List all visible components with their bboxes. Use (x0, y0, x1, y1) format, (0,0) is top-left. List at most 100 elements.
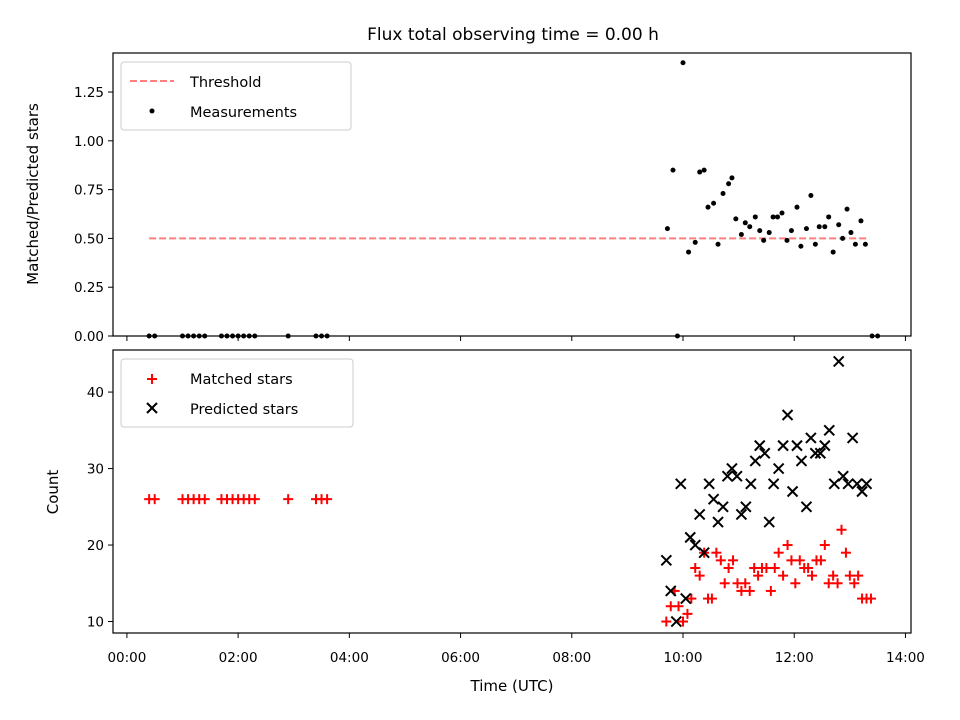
predicted-star-point (800, 501, 813, 513)
predicted-star-point (759, 447, 771, 459)
predicted-star-point (823, 424, 835, 437)
predicted-star-point (735, 508, 748, 521)
predicted-star-point (703, 478, 715, 490)
matched-legend-label: Matched stars (190, 372, 293, 388)
bottom-y-ticks: 10 20 30 40 (87, 385, 113, 631)
y-tick-label: 40 (87, 385, 104, 401)
bottom-axes-frame (112, 349, 912, 634)
matched-star-point (815, 555, 826, 566)
x-tick-label: 04:00 (330, 650, 369, 666)
matched-star-point (719, 578, 730, 589)
y-tick-label: 1.00 (74, 134, 104, 150)
top-legend: Threshold Measurements (120, 61, 352, 131)
matched-star-point (690, 562, 701, 573)
predicted-star-point (819, 439, 831, 452)
matched-star-point (249, 494, 260, 505)
predicted-star-point (745, 478, 757, 490)
measurement-point (830, 249, 836, 255)
predicted-star-point (791, 439, 803, 452)
predicted-star-point (842, 478, 854, 490)
matched-star-point (828, 570, 839, 581)
predicted-star-point (846, 432, 859, 444)
measurement-point (862, 241, 868, 247)
matched-star-point (706, 593, 717, 604)
measurement-point (752, 214, 758, 220)
bottom-panel: 10 20 30 40 00:00 02:00 04:00 06:00 08:00 10:00 1… (44, 349, 925, 695)
predicted-star-point (693, 508, 706, 521)
bottom-plot-marks (144, 355, 876, 628)
measurement-point (720, 191, 726, 197)
matched-star-point (753, 570, 764, 581)
predicted-star-point (726, 462, 738, 475)
predicted-star-point (665, 585, 677, 597)
x-tick-label: 14:00 (886, 650, 925, 666)
matched-star-point (823, 578, 834, 589)
matched-star-point (723, 562, 734, 573)
y-tick-label: 1.25 (74, 85, 104, 101)
predicted-star-point (675, 478, 687, 490)
matched-star-point (782, 540, 793, 551)
predicted-star-point (786, 485, 799, 498)
matched-star-point (711, 547, 722, 558)
measurement-point (844, 206, 850, 212)
matched-star-point (199, 494, 210, 505)
x-tick-label: 10:00 (664, 650, 703, 666)
x-tick-label: 06:00 (441, 650, 480, 666)
matched-star-point (840, 547, 851, 558)
measurement-point (852, 241, 858, 247)
measurement-point (812, 241, 818, 247)
predicted-star-point (772, 462, 785, 475)
top-panel: 0.00 0.25 0.50 0.75 1.00 1.25 Matched/Predict… (24, 52, 912, 345)
predicted-star-point (670, 615, 683, 628)
measurement-point (670, 167, 676, 173)
measurement-point (705, 204, 711, 210)
matched-star-point (807, 570, 818, 581)
measurement-point (770, 214, 776, 220)
matched-star-point (686, 593, 697, 604)
measurement-point (738, 232, 744, 238)
matched-star-point (673, 601, 684, 612)
measurement-point (840, 235, 846, 241)
matched-star-point (682, 608, 693, 619)
predicted-star-point (721, 470, 734, 482)
predicted-star-point (680, 592, 692, 605)
bottom-x-ticks: 00:00 02:00 04:00 06:00 08:00 10:00 12:00 14:00 (107, 633, 925, 666)
measurement-point (715, 241, 721, 247)
matched-star-point (844, 570, 855, 581)
predicted-star-point (707, 493, 720, 505)
top-axes-frame (112, 52, 912, 337)
matched-star-point (736, 585, 747, 596)
matched-star-point (853, 570, 864, 581)
bottom-y-axis-label: Count (44, 470, 62, 515)
matched-star-point (778, 570, 789, 581)
chart-title: Flux total observing time = 0.00 h (367, 25, 659, 45)
top-y-axis-label: Matched/Predicted stars (24, 103, 42, 285)
measurement-point (733, 216, 739, 222)
measurement-point (701, 167, 707, 173)
y-tick-label: 30 (87, 462, 104, 478)
predicted-star-point (805, 432, 817, 444)
measurement-point (697, 169, 703, 175)
measurement-point (686, 249, 692, 255)
matched-star-point (786, 555, 797, 566)
measurement-point (788, 228, 794, 234)
measurement-point (761, 237, 767, 243)
predicted-star-point (731, 470, 743, 482)
matched-star-point (765, 585, 776, 596)
predicted-star-point (717, 501, 729, 513)
predicted-legend-label: Predicted stars (190, 402, 298, 418)
matched-star-point (761, 562, 772, 573)
measurement-point (729, 175, 735, 181)
matched-star-point (149, 494, 160, 505)
x-tick-label: 12:00 (775, 650, 814, 666)
matched-star-point (865, 593, 876, 604)
matched-star-point (661, 616, 672, 627)
measurement-point (848, 230, 854, 236)
measurement-point (680, 60, 686, 66)
matched-star-point (803, 562, 814, 573)
threshold-legend-label: Threshold (189, 75, 261, 91)
predicted-star-point (814, 447, 827, 459)
measurement-point (757, 228, 763, 234)
top-legend-box (120, 61, 352, 131)
